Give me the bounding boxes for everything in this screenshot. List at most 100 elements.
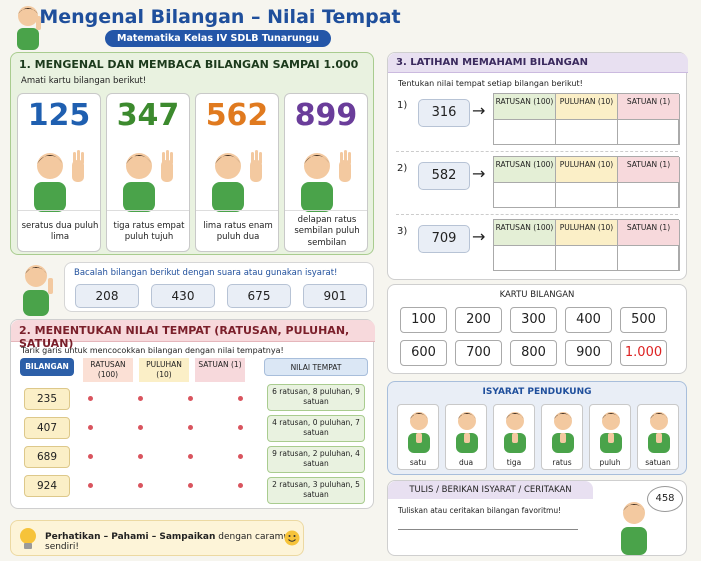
card-number: 562 bbox=[205, 98, 269, 133]
section-3-header: 3. LATIHAN MEMAHAMI BILANGAN bbox=[388, 53, 688, 73]
child-sign-illustration bbox=[196, 146, 278, 212]
bilangan-item: 407 bbox=[24, 417, 70, 439]
exercise-number: 582 bbox=[418, 162, 470, 190]
read-number-pill: 675 bbox=[227, 284, 291, 308]
match-dot[interactable] bbox=[88, 454, 93, 459]
number-card: 347 tiga ratus empat puluh tujuh bbox=[106, 93, 190, 252]
bilangan-item: 924 bbox=[24, 475, 70, 497]
reading-avatar bbox=[14, 260, 60, 316]
match-dot[interactable] bbox=[188, 483, 193, 488]
arrow-icon: → bbox=[472, 101, 486, 120]
answer-cell[interactable] bbox=[494, 183, 556, 208]
match-dot[interactable] bbox=[188, 396, 193, 401]
tip-text: dengan caramu sendiri! bbox=[45, 532, 290, 552]
isyarat-label: ratus bbox=[552, 458, 572, 467]
read-numbers-box: Bacalah bilangan berikut dengan suara at… bbox=[64, 262, 374, 312]
place-value-table: RATUSAN (100) PULUHAN (10) SATUAN (1) bbox=[493, 219, 680, 271]
number-card: 562 lima ratus enam puluh dua bbox=[195, 93, 279, 252]
header-avatar bbox=[10, 2, 46, 50]
isyarat-card: puluh bbox=[589, 404, 631, 470]
answer-cell[interactable] bbox=[618, 120, 680, 145]
place-value-column-header: SATUAN (1) bbox=[618, 94, 680, 120]
match-dot[interactable] bbox=[188, 425, 193, 430]
kartu-bilangan-card: 500 bbox=[620, 307, 667, 333]
section-3-heading: 3. LATIHAN MEMAHAMI BILANGAN bbox=[396, 57, 588, 68]
page-subtitle: Matematika Kelas IV SDLB Tunarungu bbox=[105, 30, 331, 47]
match-dot[interactable] bbox=[88, 425, 93, 430]
row-divider bbox=[396, 214, 678, 215]
place-value-column-header: RATUSAN (100) bbox=[494, 94, 556, 120]
place-value-column-header: PULUHAN (10) bbox=[556, 94, 618, 120]
match-dot[interactable] bbox=[238, 483, 243, 488]
row-label: 3) bbox=[397, 226, 408, 237]
child-sign-illustration bbox=[107, 146, 189, 212]
kartu-bilangan-card: 600 bbox=[400, 340, 447, 366]
place-value-column-header: RATUSAN (100) bbox=[494, 157, 556, 183]
bilangan-item: 689 bbox=[24, 446, 70, 468]
card-words: tiga ratus empat puluh tujuh bbox=[107, 210, 189, 251]
row-divider bbox=[396, 151, 678, 152]
place-value-column-header: SATUAN (1) bbox=[618, 157, 680, 183]
match-dot[interactable] bbox=[138, 396, 143, 401]
answer-cell[interactable] bbox=[494, 120, 556, 145]
sign-illustration bbox=[590, 407, 632, 453]
card-number: 125 bbox=[27, 98, 91, 133]
match-dot[interactable] bbox=[88, 396, 93, 401]
isyarat-panel: ISYARAT PENDUKUNG satu dua tiga ratus puluh s… bbox=[387, 381, 687, 475]
answer-cell[interactable] bbox=[618, 183, 680, 208]
match-dot[interactable] bbox=[138, 454, 143, 459]
place-value-column-header: SATUAN (1) bbox=[618, 220, 680, 246]
sign-illustration bbox=[542, 407, 584, 453]
card-number: 899 bbox=[294, 98, 358, 133]
kartu-bilangan-card: 900 bbox=[565, 340, 612, 366]
isyarat-card: satu bbox=[397, 404, 439, 470]
kartu-bilangan-card: 800 bbox=[510, 340, 557, 366]
kartu-title: KARTU BILANGAN bbox=[499, 290, 575, 300]
arrow-icon: → bbox=[472, 227, 486, 246]
isyarat-label: satuan bbox=[645, 458, 671, 467]
place-value-column-header: PULUHAN (10) bbox=[556, 220, 618, 246]
answer-cell[interactable] bbox=[556, 120, 618, 145]
page-title: Mengenal Bilangan – Nilai Tempat bbox=[39, 6, 401, 28]
place-value-header: RATUSAN (100) bbox=[83, 358, 133, 382]
isyarat-card: satuan bbox=[637, 404, 679, 470]
place-value-column-header: RATUSAN (100) bbox=[494, 220, 556, 246]
match-dot[interactable] bbox=[238, 396, 243, 401]
nilai-tempat-item: 9 ratusan, 2 puluhan, 4 satuan bbox=[267, 446, 365, 473]
kartu-bilangan-card: 100 bbox=[400, 307, 447, 333]
section-2-header: 2. MENENTUKAN NILAI TEMPAT (RATUSAN, PUL… bbox=[11, 320, 375, 350]
isyarat-card: dua bbox=[445, 404, 487, 470]
match-dot[interactable] bbox=[138, 425, 143, 430]
lightbulb-icon bbox=[20, 528, 36, 549]
match-dot[interactable] bbox=[238, 425, 243, 430]
answer-cell[interactable] bbox=[556, 183, 618, 208]
child-sign-illustration bbox=[285, 146, 367, 212]
isyarat-label: tiga bbox=[506, 458, 522, 467]
number-card: 125 seratus dua puluh lima bbox=[17, 93, 101, 252]
section-3-panel: 3. LATIHAN MEMAHAMI BILANGAN Tentukan ni… bbox=[387, 52, 688, 280]
kartu-bilangan-card: 1.000 bbox=[620, 340, 667, 366]
section-3-instruction: Tentukan nilai tempat setiap bilangan be… bbox=[398, 79, 583, 88]
section-2-heading: 2. MENENTUKAN NILAI TEMPAT (RATUSAN, PUL… bbox=[19, 324, 350, 350]
nilai-tempat-item: 2 ratusan, 3 puluhan, 5 satuan bbox=[267, 477, 365, 504]
place-value-column-header: PULUHAN (10) bbox=[556, 157, 618, 183]
match-dot[interactable] bbox=[138, 483, 143, 488]
answer-cell[interactable] bbox=[494, 246, 556, 271]
exercise-number: 709 bbox=[418, 225, 470, 253]
exercise-number: 316 bbox=[418, 99, 470, 127]
place-value-header: PULUHAN (10) bbox=[139, 358, 189, 382]
isyarat-title: ISYARAT PENDUKUNG bbox=[482, 387, 592, 397]
match-dot[interactable] bbox=[188, 454, 193, 459]
sign-illustration bbox=[494, 407, 536, 453]
child-sign-illustration bbox=[18, 146, 100, 212]
sign-illustration bbox=[638, 407, 680, 453]
answer-cell[interactable] bbox=[556, 246, 618, 271]
isyarat-label: puluh bbox=[599, 458, 621, 467]
match-dot[interactable] bbox=[238, 454, 243, 459]
thought-bubble: 458 bbox=[647, 486, 683, 512]
nilai-tempat-item: 4 ratusan, 0 puluhan, 7 satuan bbox=[267, 415, 365, 442]
match-dot[interactable] bbox=[88, 483, 93, 488]
answer-line[interactable] bbox=[398, 529, 578, 530]
row-label: 2) bbox=[397, 163, 408, 174]
answer-cell[interactable] bbox=[618, 246, 680, 271]
